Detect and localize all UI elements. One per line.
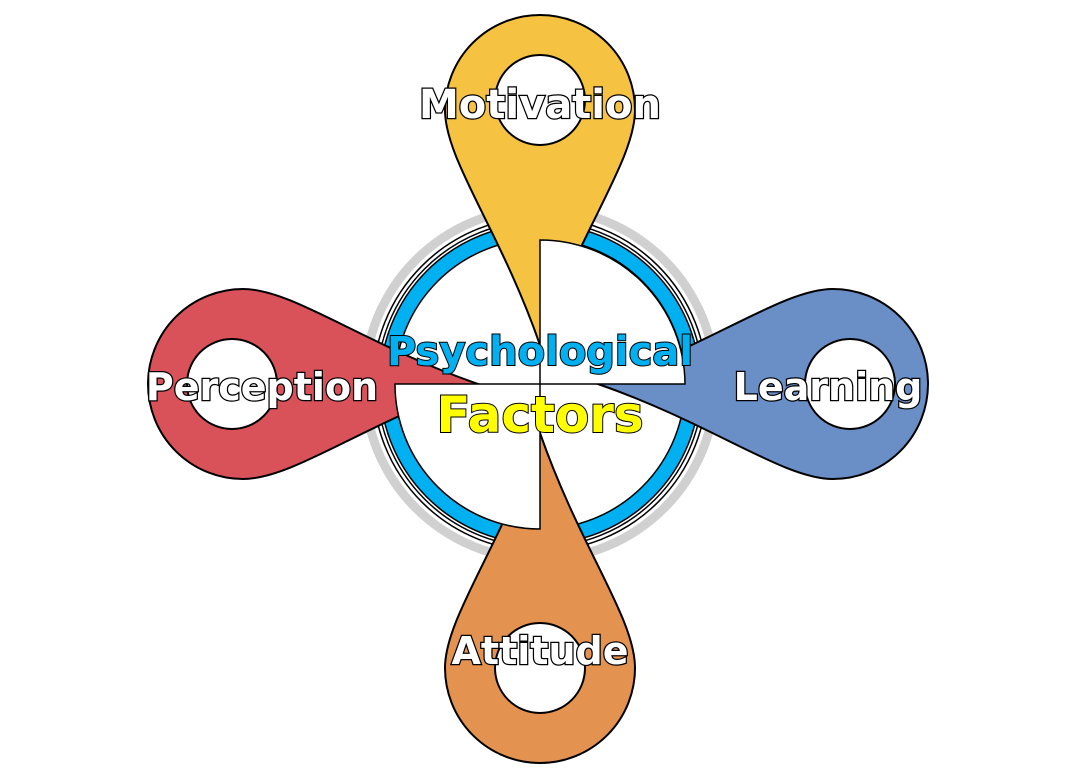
- pin-learning: Learning: [594, 287, 929, 481]
- quadrant-top-right: [539, 239, 686, 385]
- pin-label-attitude: Attitude: [452, 629, 629, 673]
- center-white-quadrants: [394, 239, 686, 530]
- quadrant-bottom-left: [394, 383, 541, 530]
- pin-body: [147, 287, 482, 481]
- pin-hole: [494, 622, 586, 714]
- pin-body: [594, 287, 929, 481]
- pin-label-motivation: Motivation: [419, 82, 661, 128]
- pin-body: [443, 429, 637, 764]
- center-title-line1: Psychological: [387, 329, 693, 375]
- pin-perception: Perception: [145, 287, 482, 481]
- pin-label-perception: Perception: [146, 365, 378, 409]
- pin-hole: [804, 338, 896, 430]
- pin-body: [443, 14, 637, 349]
- pin-attitude: Attitude: [443, 429, 637, 764]
- pin-hole: [186, 338, 278, 430]
- pin-motivation: Motivation: [418, 14, 662, 349]
- pin-hole: [494, 54, 586, 146]
- pin-label-learning: Learning: [734, 365, 923, 409]
- center-title-line2: Factors: [436, 386, 643, 444]
